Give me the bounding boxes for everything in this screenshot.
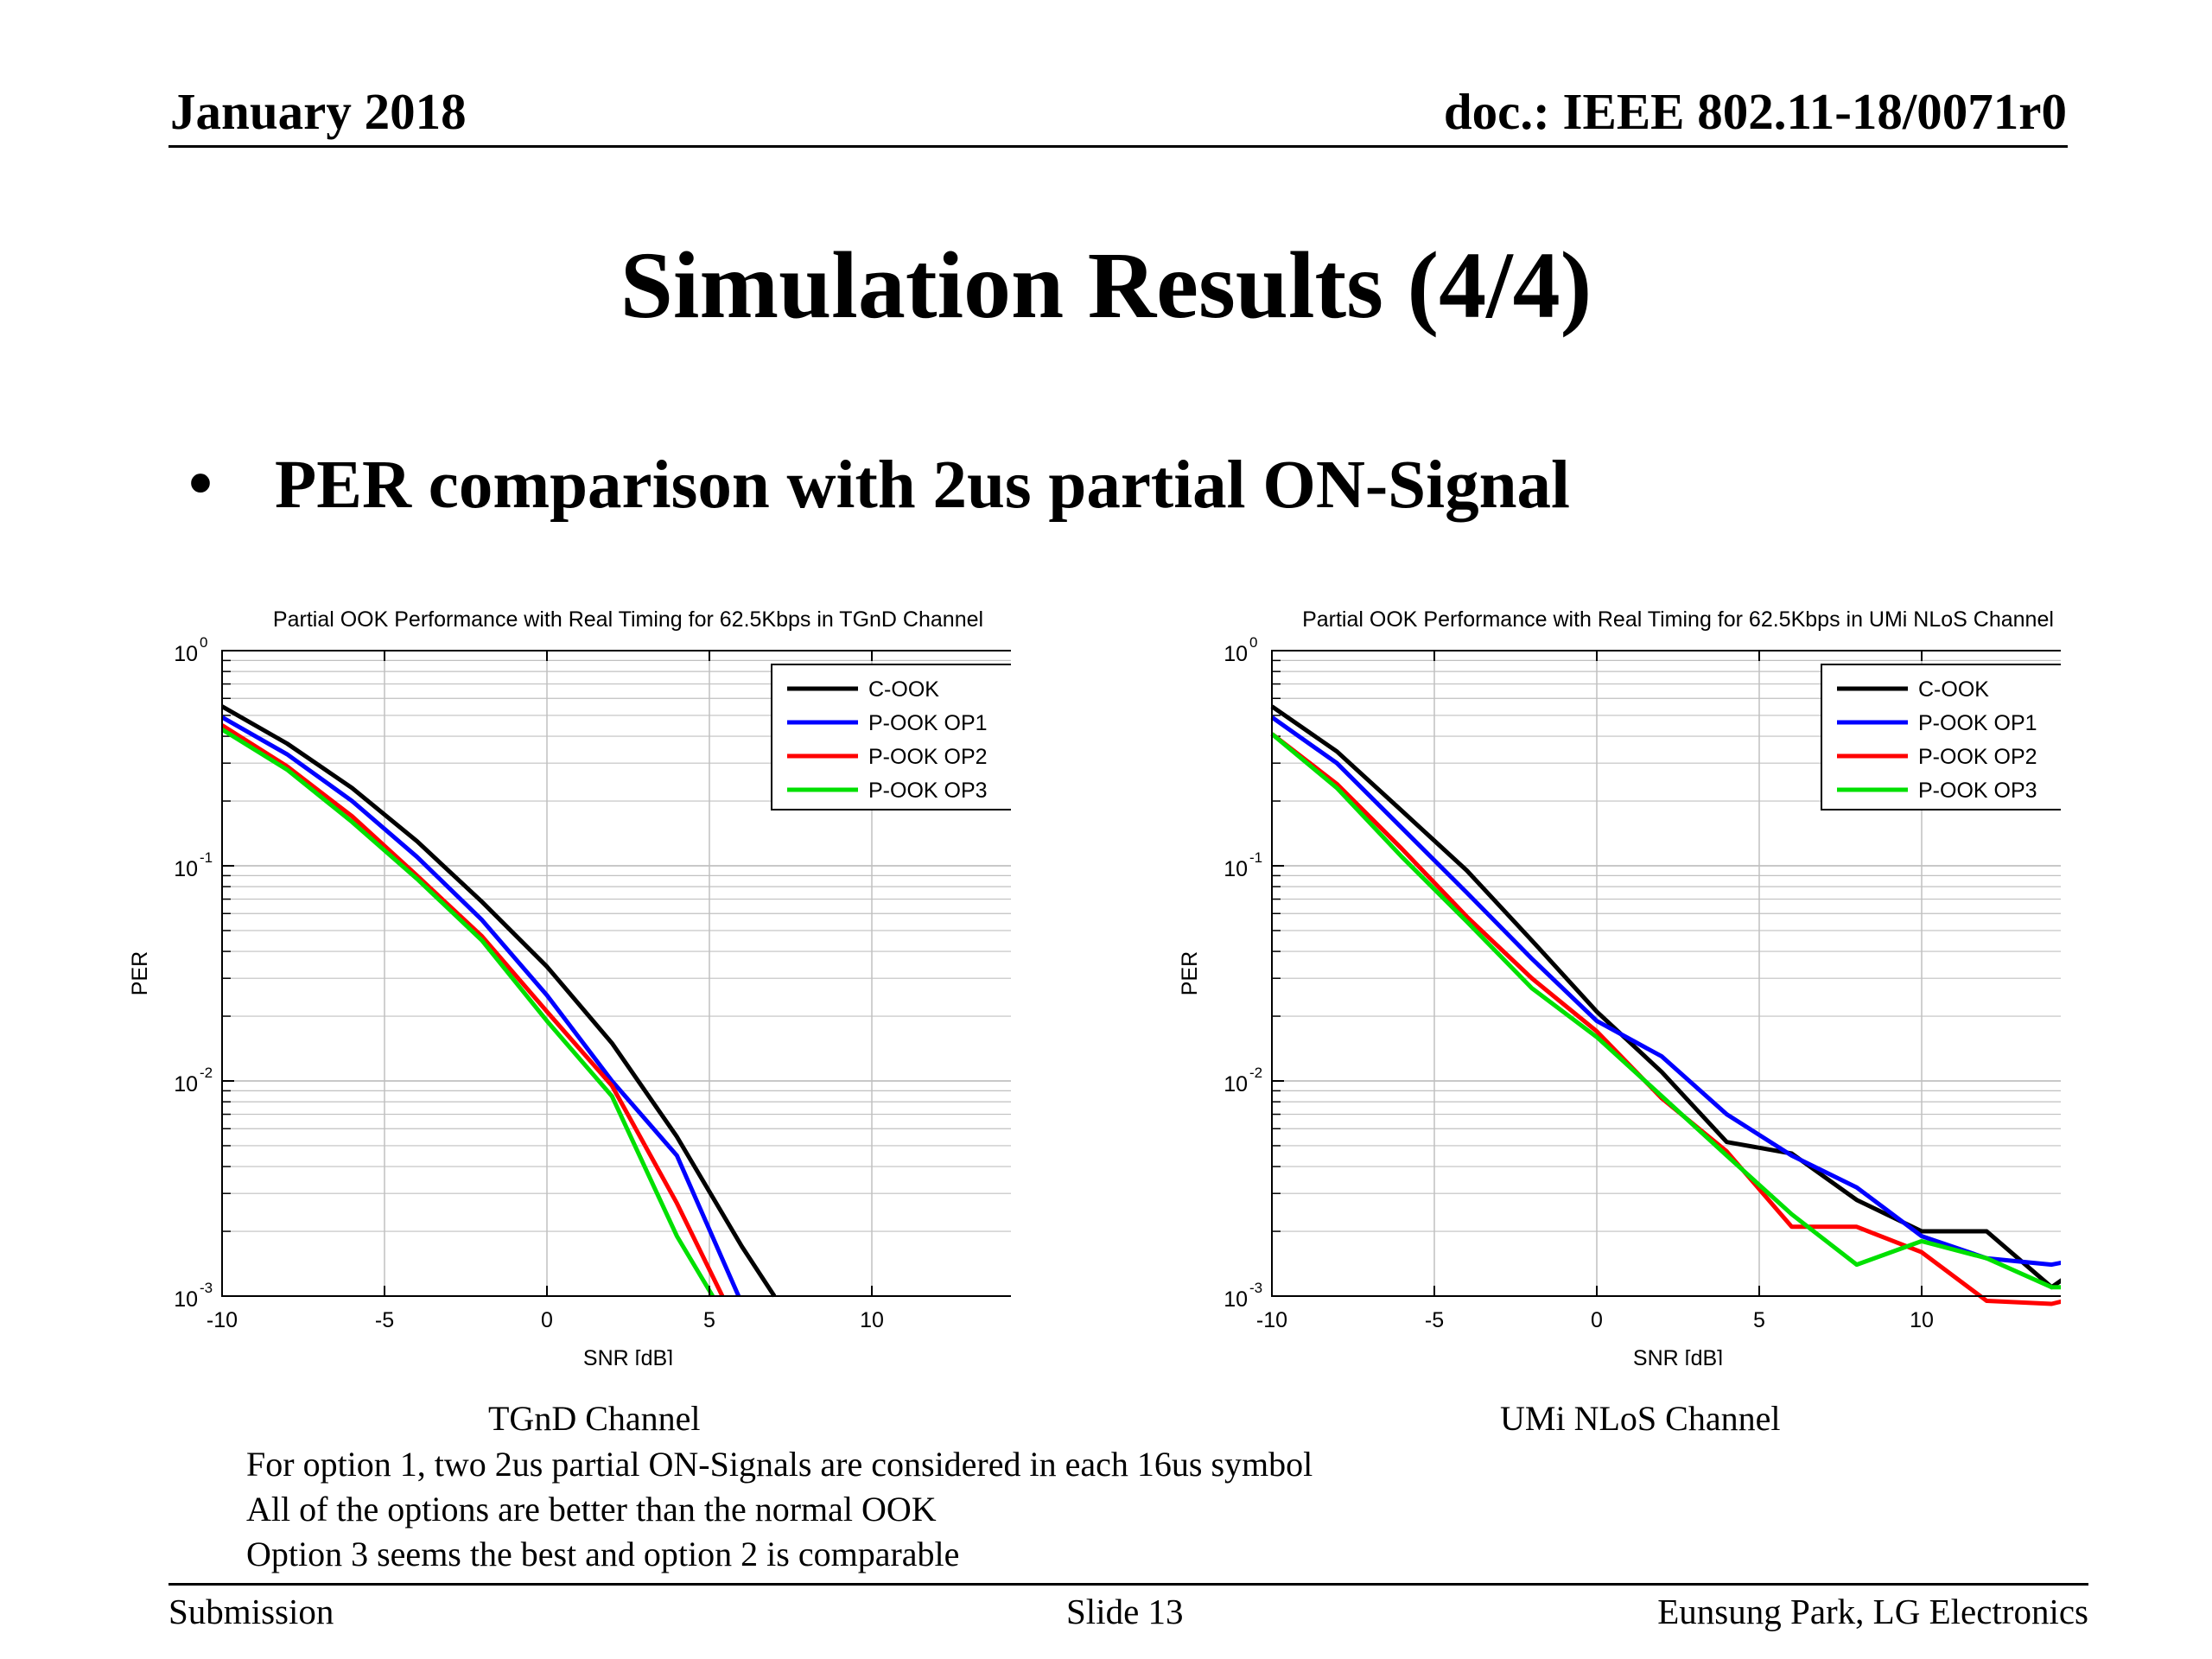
series-line-c-ook bbox=[220, 704, 777, 1298]
note-line-3: Option 3 seems the best and option 2 is … bbox=[246, 1535, 960, 1573]
caption-umi-nlos: UMi NLoS Channel bbox=[1500, 1399, 1781, 1438]
footer-slide-number: Slide 13 bbox=[1066, 1592, 1184, 1631]
x-tick-label: 10 bbox=[1910, 1308, 1934, 1332]
legend-label: P-OOK OP1 bbox=[868, 711, 988, 735]
axes-box bbox=[1271, 650, 2061, 1297]
series-line-c-ook bbox=[1270, 704, 2061, 1290]
y-tick-label-base: 10 bbox=[174, 642, 198, 666]
series-line-p-ook-op1 bbox=[220, 715, 741, 1298]
y-tick-label-base: 10 bbox=[1224, 1072, 1248, 1096]
x-tick-label: 0 bbox=[541, 1308, 553, 1332]
x-axis-label: SNR [dB] bbox=[583, 1346, 673, 1365]
footer-submission: Submission bbox=[168, 1592, 334, 1631]
legend-label: P-OOK OP3 bbox=[1918, 779, 2037, 803]
header-date: January 2018 bbox=[170, 83, 467, 140]
y-tick-label-base: 10 bbox=[1224, 1287, 1248, 1312]
footer-rule bbox=[168, 1583, 2088, 1586]
y-tick-label-exponent: -3 bbox=[200, 1280, 213, 1296]
y-tick-label-base: 10 bbox=[174, 857, 198, 881]
y-tick-label-base: 10 bbox=[1224, 857, 1248, 881]
slide-title: Simulation Results (4/4) bbox=[620, 232, 1592, 338]
legend-label: C-OOK bbox=[1918, 677, 1989, 702]
caption-tgnd: TGnD Channel bbox=[488, 1399, 701, 1438]
y-axis-label: PER bbox=[1178, 951, 1202, 995]
x-axis-label: SNR [dB] bbox=[1633, 1346, 1723, 1365]
note-line-2: All of the options are better than the n… bbox=[246, 1490, 937, 1529]
x-tick-label: -5 bbox=[375, 1308, 394, 1332]
x-tick-label: -5 bbox=[1425, 1308, 1444, 1332]
legend-label: P-OOK OP1 bbox=[1918, 711, 2037, 735]
y-axis-label: PER bbox=[128, 951, 152, 995]
header-rule bbox=[168, 145, 2068, 148]
bullet-marker: • bbox=[188, 446, 213, 522]
y-tick-label-exponent: -1 bbox=[200, 849, 213, 866]
x-tick-label: 5 bbox=[703, 1308, 715, 1332]
footer-author: Eunsung Park, LG Electronics bbox=[1657, 1592, 2088, 1631]
x-tick-label: -10 bbox=[207, 1308, 238, 1332]
legend-label: P-OOK OP3 bbox=[868, 779, 988, 803]
series-line-p-ook-op3 bbox=[1270, 732, 2061, 1290]
legend-label: P-OOK OP2 bbox=[1918, 745, 2037, 769]
x-tick-label: 0 bbox=[1591, 1308, 1603, 1332]
chart-title: Partial OOK Performance with Real Timing… bbox=[1302, 607, 2054, 632]
note-line-1: For option 1, two 2us partial ON-Signals… bbox=[246, 1445, 1313, 1484]
y-tick-label-exponent: -1 bbox=[1249, 849, 1262, 866]
series-line-p-ook-op2 bbox=[220, 723, 725, 1298]
y-tick-label-exponent: 0 bbox=[200, 634, 207, 651]
y-tick-label-exponent: -3 bbox=[1249, 1280, 1262, 1296]
series-line-p-ook-op3 bbox=[220, 728, 715, 1298]
x-tick-label: 5 bbox=[1753, 1308, 1765, 1332]
y-tick-label-base: 10 bbox=[174, 1072, 198, 1096]
y-tick-label-base: 10 bbox=[1224, 642, 1248, 666]
header-doc-id: doc.: IEEE 802.11-18/0071r0 bbox=[1443, 83, 2067, 140]
bullet-text: PER comparison with 2us partial ON-Signa… bbox=[275, 448, 1570, 523]
chart-title: Partial OOK Performance with Real Timing… bbox=[273, 607, 983, 632]
y-tick-label-exponent: -2 bbox=[1249, 1065, 1262, 1081]
x-tick-label: 10 bbox=[860, 1308, 884, 1332]
x-tick-label: -10 bbox=[1256, 1308, 1287, 1332]
legend-label: C-OOK bbox=[868, 677, 939, 702]
axes-box bbox=[221, 650, 1011, 1297]
y-tick-label-exponent: -2 bbox=[200, 1065, 213, 1081]
y-tick-label-base: 10 bbox=[174, 1287, 198, 1312]
y-tick-label-exponent: 0 bbox=[1249, 634, 1257, 651]
legend-label: P-OOK OP2 bbox=[868, 745, 988, 769]
